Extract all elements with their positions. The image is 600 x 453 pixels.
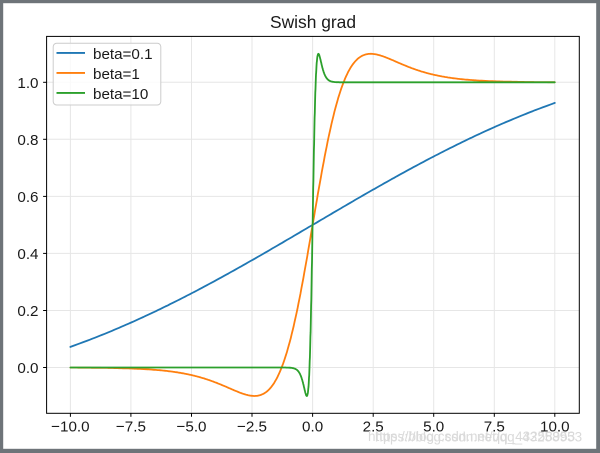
svg-text:−2.5: −2.5 — [237, 419, 267, 436]
svg-text:beta=10: beta=10 — [93, 86, 148, 103]
svg-text:1.0: 1.0 — [17, 75, 38, 92]
svg-text:−7.5: −7.5 — [116, 419, 146, 436]
svg-text:beta=1: beta=1 — [93, 66, 140, 83]
svg-text:beta=0.1: beta=0.1 — [93, 46, 153, 63]
svg-text:https://blog.csdn.net/qq_43258: https://blog.csdn.net/qq_43258953 — [368, 429, 575, 444]
svg-text:0.0: 0.0 — [17, 360, 38, 377]
svg-text:2.5: 2.5 — [363, 419, 384, 436]
svg-text:0.4: 0.4 — [17, 246, 38, 263]
svg-text:−10.0: −10.0 — [51, 419, 89, 436]
svg-text:5.0: 5.0 — [423, 419, 444, 436]
svg-text:−5.0: −5.0 — [177, 419, 207, 436]
svg-text:0.6: 0.6 — [17, 189, 38, 206]
svg-text:0.2: 0.2 — [17, 303, 38, 320]
svg-text:Swish grad: Swish grad — [270, 12, 356, 32]
svg-text:0.0: 0.0 — [302, 419, 323, 436]
svg-text:https://blog.csdn.net/qq_43258: https://blog.csdn.net/qq_43258953 — [375, 430, 582, 445]
svg-text:7.5: 7.5 — [484, 419, 505, 436]
svg-text:10.0: 10.0 — [540, 419, 570, 436]
svg-text:0.8: 0.8 — [17, 132, 38, 149]
